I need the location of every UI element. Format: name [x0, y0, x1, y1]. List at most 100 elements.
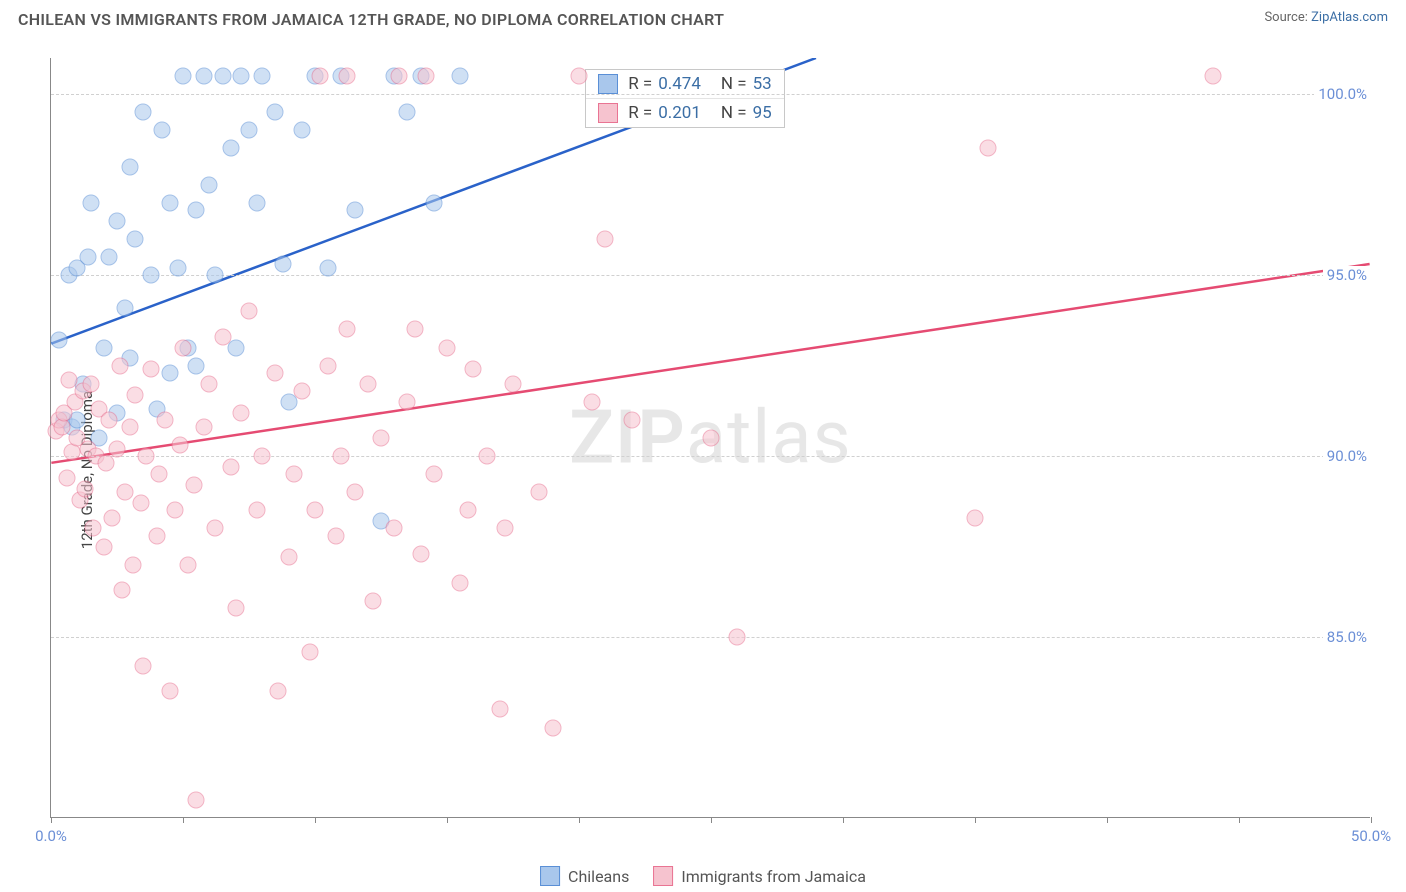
y-tick-label: 95.0%: [1323, 266, 1371, 284]
data-point-chileans: [135, 104, 152, 121]
x-tick-mark: [1239, 817, 1240, 823]
data-point-jamaica: [729, 629, 746, 646]
data-point-chileans: [241, 122, 258, 139]
data-point-jamaica: [103, 509, 120, 526]
data-point-chileans: [143, 267, 160, 284]
data-point-chileans: [188, 202, 205, 219]
data-point-jamaica: [64, 444, 81, 461]
data-point-chileans: [214, 68, 231, 85]
data-point-jamaica: [333, 448, 350, 465]
data-point-jamaica: [465, 361, 482, 378]
data-point-jamaica: [82, 375, 99, 392]
data-point-chileans: [425, 194, 442, 211]
data-point-jamaica: [307, 502, 324, 519]
stat-n: N = 95: [721, 103, 772, 123]
data-point-jamaica: [206, 520, 223, 537]
data-point-jamaica: [967, 509, 984, 526]
data-point-jamaica: [386, 520, 403, 537]
data-point-jamaica: [122, 419, 139, 436]
data-point-chileans: [188, 357, 205, 374]
x-tick-mark: [183, 817, 184, 823]
data-point-jamaica: [138, 448, 155, 465]
x-tick-mark: [447, 817, 448, 823]
data-point-chileans: [227, 339, 244, 356]
data-point-jamaica: [222, 458, 239, 475]
legend-label: Chileans: [568, 867, 629, 886]
data-point-jamaica: [623, 411, 640, 428]
legend-item-jamaica: Immigrants from Jamaica: [653, 866, 866, 886]
source-link[interactable]: ZipAtlas.com: [1311, 10, 1388, 25]
data-point-chileans: [248, 194, 265, 211]
data-point-jamaica: [267, 364, 284, 381]
data-point-jamaica: [77, 480, 94, 497]
data-point-chileans: [122, 158, 139, 175]
stat-r: R = 0.201: [628, 103, 701, 123]
data-point-jamaica: [425, 466, 442, 483]
data-point-jamaica: [365, 592, 382, 609]
data-point-jamaica: [201, 375, 218, 392]
gridline: [51, 275, 1370, 276]
x-tick-mark: [315, 817, 316, 823]
data-point-chileans: [275, 256, 292, 273]
data-point-chileans: [127, 230, 144, 247]
data-point-jamaica: [180, 556, 197, 573]
data-point-jamaica: [98, 455, 115, 472]
data-point-jamaica: [53, 419, 70, 436]
legend-item-chileans: Chileans: [540, 866, 629, 886]
data-point-jamaica: [312, 68, 329, 85]
chart-container: 12th Grade, No Diploma ZIPatlas R = 0.47…: [0, 48, 1406, 892]
data-point-chileans: [95, 339, 112, 356]
data-point-jamaica: [280, 549, 297, 566]
data-point-jamaica: [95, 538, 112, 555]
data-point-jamaica: [417, 68, 434, 85]
data-point-chileans: [161, 194, 178, 211]
data-point-jamaica: [151, 466, 168, 483]
data-point-jamaica: [114, 582, 131, 599]
x-tick-mark: [51, 817, 52, 823]
data-point-jamaica: [301, 643, 318, 660]
data-point-jamaica: [285, 466, 302, 483]
data-point-chileans: [222, 140, 239, 157]
legend-label: Immigrants from Jamaica: [681, 867, 866, 886]
data-point-jamaica: [101, 411, 118, 428]
x-tick-mark: [711, 817, 712, 823]
data-point-chileans: [233, 68, 250, 85]
data-point-chileans: [320, 259, 337, 276]
data-point-chileans: [50, 332, 67, 349]
data-point-chileans: [201, 176, 218, 193]
data-point-chileans: [101, 249, 118, 266]
stat-r: R = 0.474: [628, 74, 701, 94]
x-tick-mark: [1371, 817, 1372, 823]
data-point-chileans: [109, 212, 126, 229]
y-tick-label: 90.0%: [1323, 447, 1371, 465]
data-point-jamaica: [338, 321, 355, 338]
data-point-jamaica: [497, 520, 514, 537]
data-point-chileans: [153, 122, 170, 139]
data-point-chileans: [116, 299, 133, 316]
data-point-chileans: [196, 68, 213, 85]
data-point-jamaica: [338, 68, 355, 85]
data-point-jamaica: [175, 339, 192, 356]
data-point-jamaica: [172, 437, 189, 454]
data-point-jamaica: [161, 683, 178, 700]
data-point-jamaica: [156, 411, 173, 428]
data-point-chileans: [267, 104, 284, 121]
x-tick-label: 50.0%: [1351, 827, 1391, 845]
data-point-chileans: [169, 259, 186, 276]
data-point-jamaica: [391, 68, 408, 85]
data-point-jamaica: [135, 658, 152, 675]
data-point-chileans: [175, 68, 192, 85]
data-point-jamaica: [185, 477, 202, 494]
data-point-jamaica: [328, 527, 345, 544]
data-point-jamaica: [293, 382, 310, 399]
y-tick-label: 85.0%: [1323, 628, 1371, 646]
data-point-chileans: [82, 194, 99, 211]
data-point-jamaica: [407, 321, 424, 338]
x-tick-label: 0.0%: [35, 827, 67, 845]
data-point-chileans: [452, 68, 469, 85]
swatch-icon: [598, 74, 618, 94]
data-point-jamaica: [373, 430, 390, 447]
data-point-jamaica: [491, 701, 508, 718]
bottom-legend: Chileans Immigrants from Jamaica: [540, 866, 866, 886]
y-tick-label: 100.0%: [1314, 85, 1371, 103]
